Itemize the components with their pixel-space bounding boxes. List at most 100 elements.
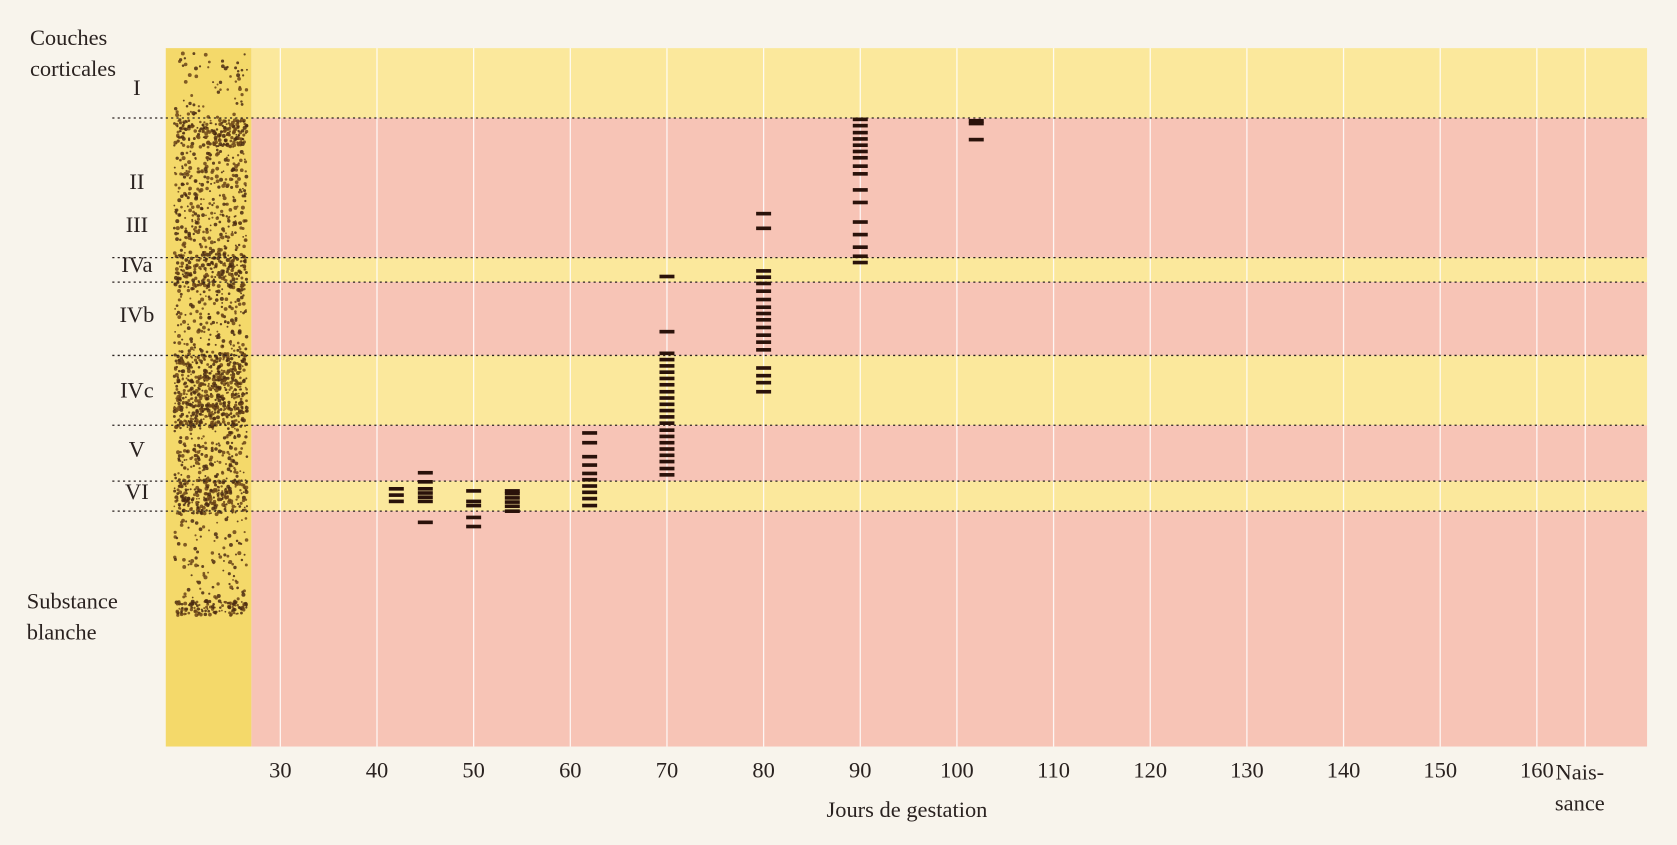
micrograph-dot	[245, 486, 249, 490]
micrograph-dot	[179, 127, 182, 130]
neuron-mark	[659, 352, 674, 356]
micrograph-dot	[186, 182, 189, 185]
micrograph-dot	[217, 394, 219, 396]
neuron-mark	[659, 383, 674, 387]
micrograph-dot	[235, 102, 238, 105]
micrograph-dot	[221, 273, 224, 276]
micrograph-dot	[227, 401, 230, 404]
micrograph-dot	[178, 440, 182, 444]
micrograph-dot	[182, 565, 186, 569]
micrograph-dot	[219, 236, 221, 238]
micrograph-dot	[238, 222, 241, 225]
micrograph-dot	[189, 337, 193, 341]
micrograph-dot	[217, 366, 219, 368]
micrograph-dot	[206, 416, 208, 418]
neuron-mark	[853, 124, 868, 128]
micrograph-dot	[226, 267, 229, 270]
micrograph-dot	[226, 434, 229, 437]
micrograph-dot	[195, 409, 198, 412]
micrograph-dot	[191, 498, 194, 501]
micrograph-dot	[217, 238, 220, 241]
micrograph-dot	[213, 505, 217, 509]
micrograph-dot	[178, 481, 181, 484]
micrograph-dot	[188, 403, 192, 407]
micrograph-dot	[238, 421, 240, 423]
neuron-mark	[418, 491, 433, 495]
micrograph-dot	[190, 393, 192, 395]
micrograph-dot	[223, 553, 226, 556]
micrograph-dot	[197, 456, 200, 459]
micrograph-dot	[182, 461, 184, 463]
micrograph-dot	[200, 505, 204, 509]
micrograph-dot	[218, 553, 220, 555]
micrograph-dot	[200, 535, 202, 537]
micrograph-dot	[176, 313, 178, 315]
micrograph-dot	[201, 213, 205, 217]
micrograph-dot	[221, 352, 223, 354]
micrograph-dot	[217, 290, 221, 294]
micrograph-dot	[244, 160, 247, 163]
micrograph-dot	[187, 125, 190, 128]
micrograph-dot	[236, 278, 239, 281]
micrograph-dot	[187, 286, 189, 288]
micrograph-dot	[174, 232, 178, 236]
micrograph-dot	[227, 219, 230, 222]
micrograph-dot	[205, 321, 208, 324]
micrograph-dot	[213, 562, 215, 564]
micrograph-dot	[245, 362, 248, 365]
micrograph-dot	[218, 139, 220, 141]
neuron-mark	[659, 275, 674, 279]
micrograph-dot	[201, 438, 203, 440]
micrograph-dot	[225, 383, 227, 385]
micrograph-dot	[229, 585, 233, 589]
micrograph-dot	[243, 126, 247, 130]
x-tick-label: 150	[1423, 757, 1457, 782]
micrograph-dot	[202, 525, 205, 528]
micrograph-dot	[216, 128, 218, 130]
micrograph-dot	[217, 91, 220, 94]
micrograph-dot	[214, 399, 216, 401]
micrograph-dot	[235, 246, 238, 249]
neuron-mark	[582, 431, 597, 435]
layer-label: III	[126, 212, 148, 237]
micrograph-dot	[194, 420, 196, 422]
micrograph-dot	[238, 331, 242, 335]
micrograph-dot	[242, 133, 245, 136]
micrograph-dot	[186, 145, 189, 148]
micrograph-dot	[180, 613, 184, 617]
micrograph-dot	[226, 123, 228, 125]
micrograph-dot	[241, 206, 245, 210]
micrograph-dot	[177, 139, 180, 142]
micrograph-dot	[218, 489, 220, 491]
micrograph-dot	[228, 363, 231, 366]
micrograph-dot	[176, 304, 179, 307]
micrograph-dot	[178, 298, 181, 301]
micrograph-dot	[175, 271, 178, 274]
micrograph-dot	[180, 130, 182, 132]
micrograph-dot	[226, 215, 228, 217]
micrograph-dot	[193, 233, 195, 235]
micrograph-dot	[194, 74, 198, 78]
micrograph-dot	[206, 287, 208, 289]
micrograph-dot	[237, 551, 241, 555]
neuron-mark	[756, 333, 771, 337]
micrograph-dot	[209, 122, 211, 124]
micrograph-dot	[230, 416, 232, 418]
micrograph-dot	[180, 152, 184, 156]
micrograph-dot	[202, 105, 204, 107]
micrograph-dot	[222, 481, 225, 484]
micrograph-dot	[226, 88, 229, 91]
micrograph-dot	[222, 404, 226, 408]
micrograph-dot	[177, 402, 180, 405]
neuron-mark	[853, 233, 868, 237]
micrograph-dot	[194, 458, 197, 461]
micrograph-dot	[216, 311, 219, 314]
neuron-mark	[756, 381, 771, 385]
micrograph-dot	[194, 417, 197, 420]
neuron-mark	[756, 269, 771, 273]
neuron-mark	[853, 172, 868, 176]
micrograph-dot	[229, 208, 233, 212]
micrograph-dot	[234, 231, 237, 234]
x-tick-label: 100	[940, 757, 974, 782]
micrograph-dot	[203, 267, 206, 270]
